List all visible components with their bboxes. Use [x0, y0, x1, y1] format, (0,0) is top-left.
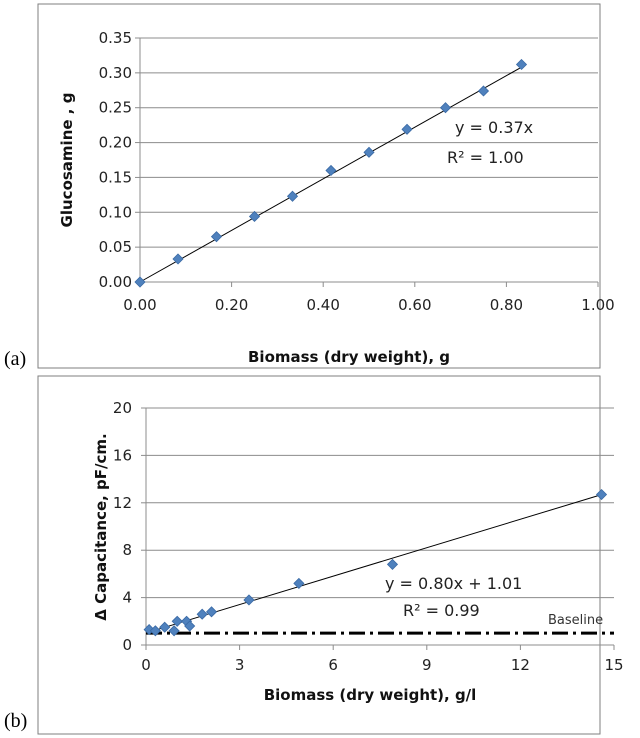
chart-b-trendline	[148, 494, 602, 633]
panel-label-b: (b)	[4, 710, 28, 732]
chart-b-data-point	[196, 608, 208, 620]
chart-a-ytick-label: 0.35	[99, 29, 132, 47]
chart-a-ytick-label: 0.15	[99, 168, 132, 186]
chart-b-ytick-label: 16	[113, 446, 132, 464]
chart-b-data-point	[149, 625, 161, 637]
chart-a-annotation: R² = 1.00	[447, 148, 524, 167]
chart-b-ytick-label: 8	[122, 541, 132, 559]
chart-b-xtick-label: 3	[235, 656, 245, 674]
panel-label-a: (a)	[4, 348, 27, 370]
chart-b-data-point	[171, 615, 183, 627]
chart-a-xtick-label: 0.00	[123, 296, 156, 314]
chart-b-xtick-label: 6	[328, 656, 338, 674]
chart-b-xtick-label: 12	[511, 656, 530, 674]
chart-a-data-point	[248, 210, 261, 223]
chart-b-data-point	[168, 625, 180, 637]
chart-b-xtick-label: 0	[141, 656, 151, 674]
chart-b-x-axis-title: Biomass (dry weight), g/l	[264, 686, 477, 704]
chart-b-data-point	[159, 621, 171, 633]
chart-a-data-point	[439, 102, 452, 114]
chart-b: 0 4 8 12 16 20 0 3 6 9 12 15 Baseline y = 0.80x + 1.0…	[37, 375, 624, 735]
chart-a-y-axis-title: Glucosamine , g	[58, 93, 76, 228]
chart-b-data-point	[595, 488, 608, 501]
chart-a-xtick-label: 0.40	[306, 296, 339, 314]
chart-a-data-point	[172, 253, 184, 265]
chart-a-data-point	[286, 190, 299, 202]
chart-a-xtick-label: 0.20	[215, 296, 248, 314]
chart-a-ytick-label: 0.05	[99, 238, 132, 256]
chart-b-data-point	[293, 577, 305, 589]
chart-a-data-point	[515, 58, 528, 71]
chart-a-ytick-label: 0.00	[99, 273, 132, 291]
chart-a-ytick-label: 0.30	[99, 64, 132, 82]
chart-a-ytick-label: 0.20	[99, 134, 132, 152]
chart-a-ytick-label: 0.10	[99, 203, 132, 221]
chart-a-xtick-label: 1.00	[581, 296, 614, 314]
chart-b-baseline-label: Baseline	[548, 613, 603, 628]
chart-a-xtick-label: 0.60	[398, 296, 431, 314]
chart-b-frame	[37, 375, 601, 735]
chart-b-xtick-label: 15	[604, 656, 623, 674]
chart-b-annotation: R² = 0.99	[403, 601, 480, 620]
chart-b-data-point	[184, 620, 196, 632]
chart-b-annotation: y = 0.80x + 1.01	[385, 574, 522, 593]
chart-a-x-axis-title: Biomass (dry weight), g	[248, 348, 450, 366]
chart-a-data-point	[363, 146, 375, 158]
chart-b-ytick-label: 12	[113, 494, 132, 512]
chart-b-xtick-label: 9	[422, 656, 432, 674]
chart-b-data-point	[386, 558, 399, 570]
chart-b-ytick-label: 20	[113, 399, 132, 417]
chart-b-ytick-label: 4	[122, 589, 132, 607]
chart-a-data-point	[401, 123, 413, 135]
chart-a-annotation: y = 0.37x	[455, 118, 533, 137]
chart-a-ytick-label: 0.25	[99, 99, 132, 117]
chart-b-data-point	[205, 606, 218, 618]
chart-b-y-axis-title: Δ Capacitance, pF/cm.	[92, 433, 110, 621]
chart-a: 0.00 0.05 0.10 0.15 0.20 0.25 0.30 0.35 0.00 0.20…	[37, 3, 615, 369]
chart-a-xtick-label: 0.80	[490, 296, 523, 314]
chart-a-data-point	[134, 276, 146, 288]
chart-a-frame	[37, 3, 601, 369]
chart-a-data-point	[210, 231, 223, 243]
chart-b-ytick-label: 0	[122, 636, 132, 654]
chart-a-data-point	[325, 164, 337, 177]
chart-b-data-point	[243, 594, 255, 606]
chart-a-data-point	[477, 85, 490, 97]
